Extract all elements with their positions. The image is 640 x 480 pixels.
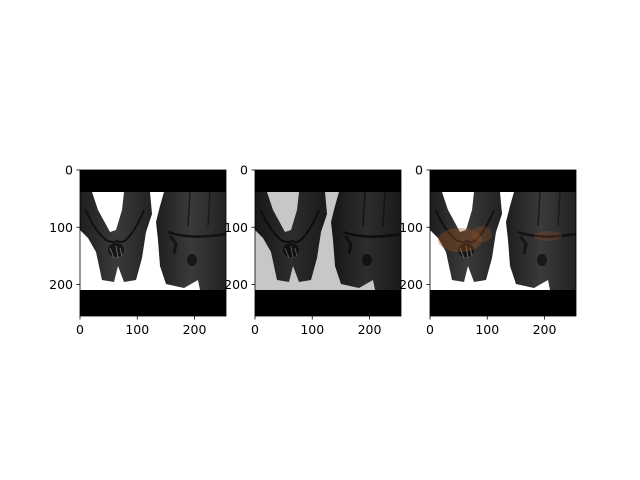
y-tick-label: 100: [399, 220, 423, 235]
panel-1: [80, 170, 226, 316]
panel-3: [430, 170, 576, 316]
y-tick-label: 200: [49, 277, 73, 292]
x-tick-label: 200: [358, 322, 382, 337]
image-3: [430, 170, 576, 316]
axes-frame-3: [429, 169, 577, 317]
y-tick-label: 0: [415, 163, 423, 178]
y-tick-label: 0: [65, 163, 73, 178]
axes-frame-1: [79, 169, 227, 317]
y-tick-label: 100: [224, 220, 248, 235]
axes-layer: 0 100 200 0 100 200 0 100 200 0 100 200 0 100 200 0 100 2…: [49, 163, 577, 337]
image-1: [80, 170, 226, 316]
panel-2: [255, 170, 401, 316]
x-tick-label: 200: [533, 322, 557, 337]
x-tick-label: 100: [475, 322, 499, 337]
x-tick-label: 100: [125, 322, 149, 337]
x-tick-label: 100: [300, 322, 324, 337]
y-tick-label: 200: [399, 277, 423, 292]
y-tick-label: 100: [49, 220, 73, 235]
x-tick-label: 0: [76, 322, 84, 337]
x-tick-label: 0: [251, 322, 259, 337]
x-tick-label: 0: [426, 322, 434, 337]
x-tick-label: 200: [183, 322, 207, 337]
y-tick-label: 200: [224, 277, 248, 292]
axes-frame-2: [254, 169, 402, 317]
y-tick-label: 0: [240, 163, 248, 178]
image-2: [255, 170, 401, 316]
